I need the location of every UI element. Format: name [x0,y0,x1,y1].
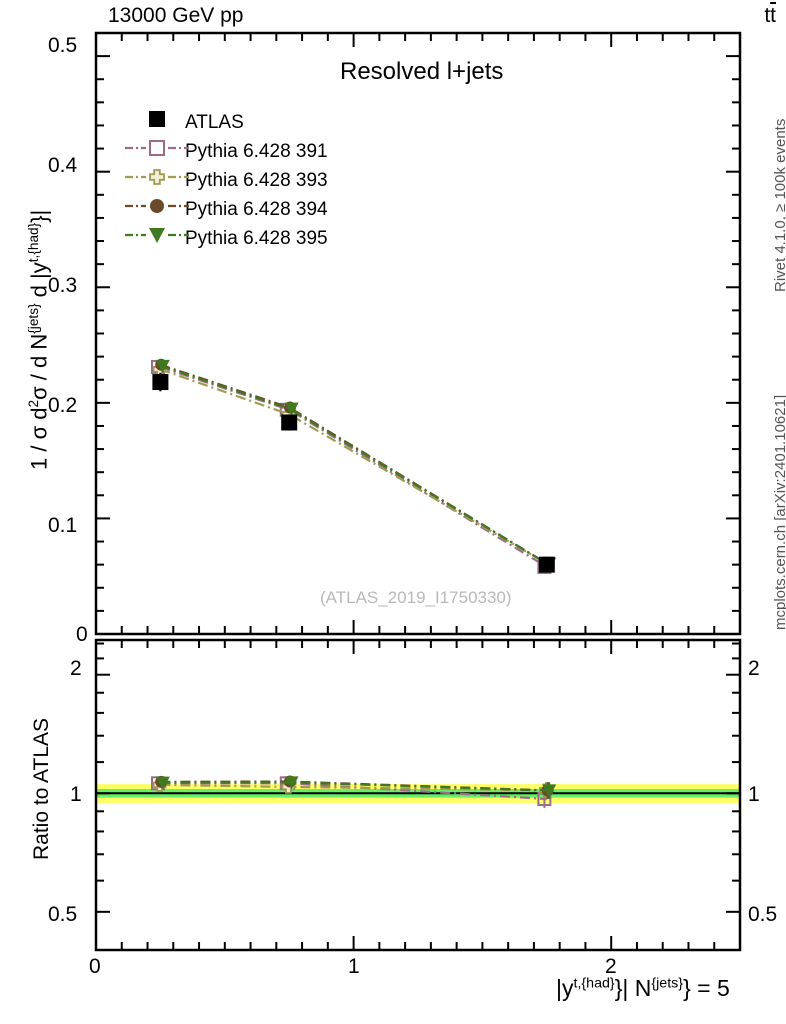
series-line-Pythia-6-428-393 [160,368,548,565]
ratio-ytick-2-left: 2 [70,657,82,680]
xtitle-part-1: |y [556,975,574,1001]
main-panel-frame [94,31,742,636]
xtitle-part-3: } = 5 [683,975,730,1001]
xtick-1: 1 [348,955,360,978]
xtitle-sup-2: {jets} [651,975,684,992]
legend-entry-pythia391-label: Pythia 6.428 391 [185,141,328,162]
xtitle-part-2: }| N [614,975,652,1001]
ratio-panel-frame [94,638,742,952]
main-ytick-0.3: 0.3 [48,274,78,297]
series-line-Pythia-6-428-394 [160,363,548,565]
data-marker [155,359,170,373]
ratio-ytick-0.5-right: 0.5 [748,903,778,926]
xtick-2: 2 [605,955,617,978]
legend-marker-2 [149,169,165,185]
data-marker-atlas [538,556,555,573]
analysis-watermark: (ATLAS_2019_I1750330) [320,588,512,607]
ratio-data-marker [284,776,299,790]
ratio-ytick-1-left: 1 [70,783,82,806]
xtick-0: 0 [89,955,101,978]
process-t: t [764,4,771,27]
ratio-ytick-2-right: 2 [748,657,760,680]
series-line-Pythia-6-428-395 [160,364,548,565]
ratio-ytick-1-right: 1 [748,783,760,806]
data-marker-atlas [152,374,169,391]
process-label: tt [764,4,776,28]
beam-energy-label: 13000 GeV pp [108,4,244,27]
legend-entry-pythia395-label: Pythia 6.428 395 [185,228,328,249]
main-ytick-0.4: 0.4 [48,154,78,177]
main-panel-annotation: Resolved l+jets [340,58,504,85]
legend-marker-3 [150,199,164,213]
ratio-ytick-0.5-left: 0.5 [48,903,78,926]
main-ytick-0.1: 0.1 [48,514,78,537]
data-marker [284,402,299,416]
legend-entry-pythia394-label: Pythia 6.428 394 [185,199,328,220]
main-ytick-0: 0 [76,623,88,646]
main-ytick-0.5: 0.5 [48,34,78,57]
legend-entry-atlas-label: ATLAS [185,112,244,133]
x-axis-title: |yt,{had}}| N{jets}} = 5 [556,975,730,1002]
legend-entry-pythia393-label: Pythia 6.428 393 [185,170,328,191]
legend-marker-1 [149,140,165,156]
legend-marker-0 [149,111,165,127]
ratio-data-marker [155,776,170,790]
process-tbar: t [770,4,776,27]
ratio-data-marker [542,784,557,798]
data-marker-atlas [281,414,298,431]
series-line-Pythia-6-428-391 [160,365,548,568]
main-ytick-0.2: 0.2 [48,394,78,417]
legend-marker-4 [149,228,165,243]
xtitle-sup-1: t,{had} [573,975,615,992]
